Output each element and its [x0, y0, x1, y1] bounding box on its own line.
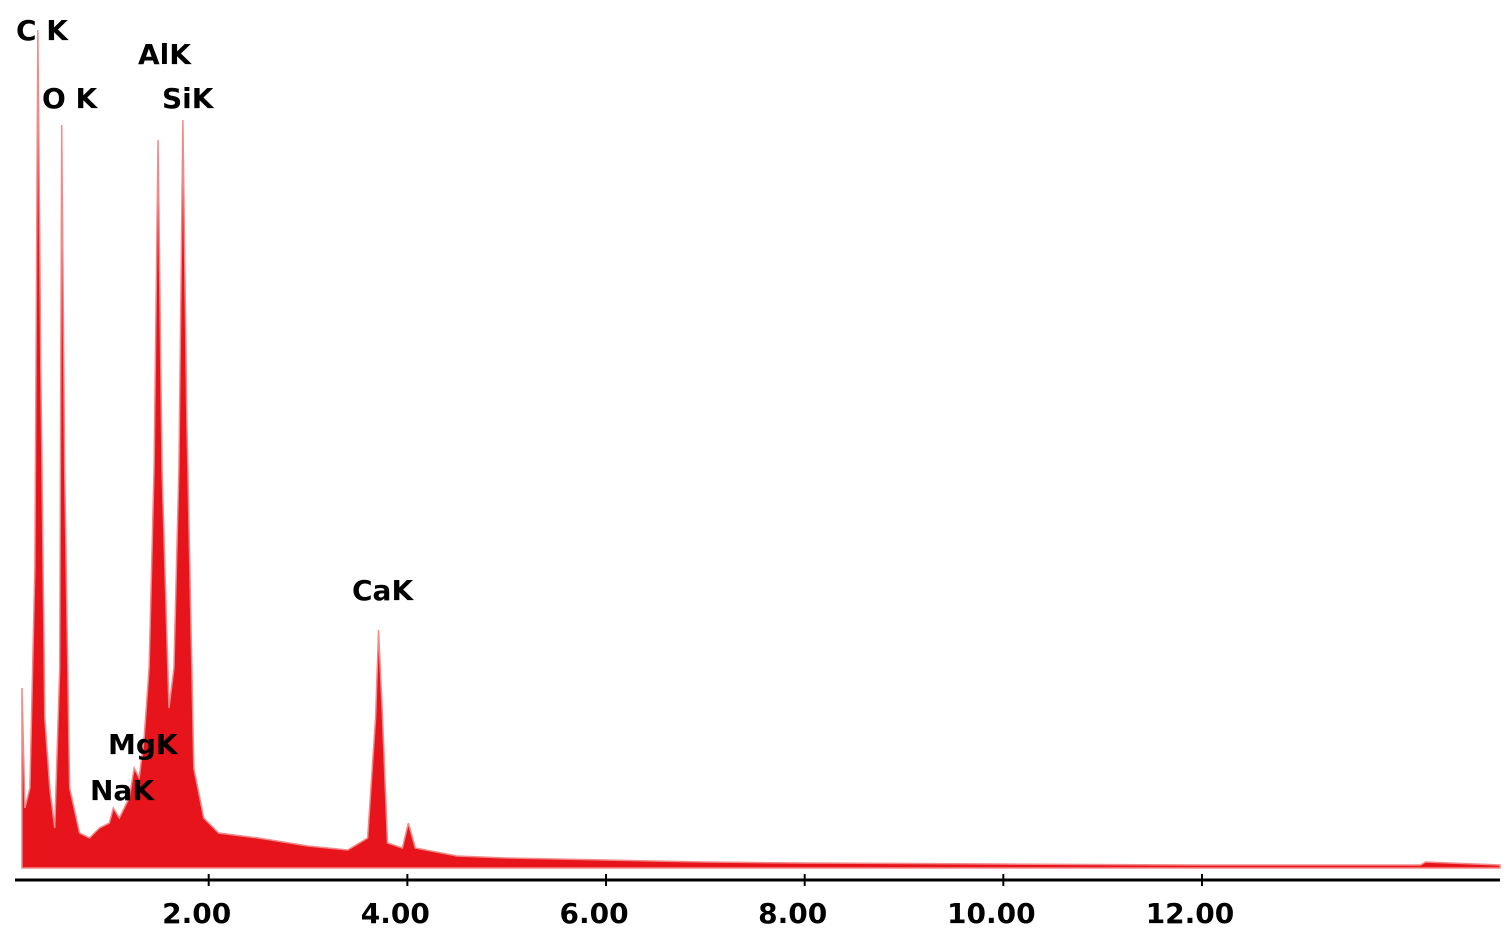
- peak-label: CaK: [352, 574, 414, 607]
- peak-label: MgK: [108, 728, 179, 761]
- x-tick-label: 6.00: [559, 897, 628, 930]
- spectrum: [21, 29, 1501, 869]
- x-tick-label: 10.00: [947, 897, 1036, 930]
- x-tick-label: 12.00: [1146, 897, 1235, 930]
- x-tick-label: 8.00: [758, 897, 827, 930]
- peak-label: SiK: [162, 82, 215, 115]
- peak-label: O K: [42, 82, 99, 115]
- peak-label: C K: [16, 14, 69, 47]
- peak-label: NaK: [90, 774, 155, 807]
- x-tick-label: 4.00: [361, 897, 430, 930]
- peak-label: AlK: [138, 38, 192, 71]
- x-tick-label: 2.00: [162, 897, 231, 930]
